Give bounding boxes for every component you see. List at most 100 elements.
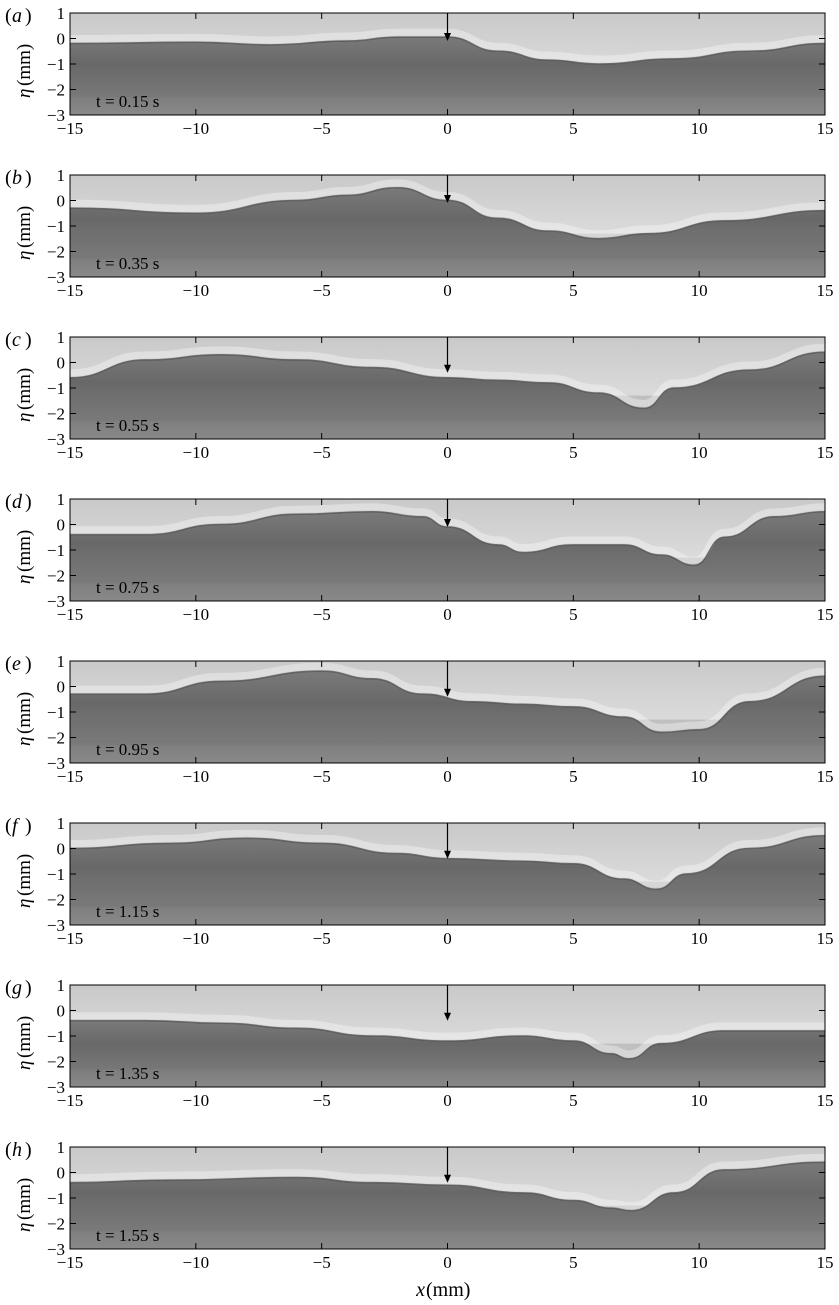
x-tick-label: −15: [57, 605, 84, 624]
image-layer: [70, 337, 825, 439]
liquid-region: [70, 352, 825, 439]
x-tick-label: 0: [443, 929, 452, 948]
y-tick-label: −2: [47, 405, 65, 424]
surface-line: [70, 186, 825, 240]
y-axis-label-unit: (mm): [14, 692, 35, 734]
x-tick-label: −15: [57, 1253, 84, 1272]
dark-band: [70, 557, 825, 584]
time-label: t = 1.15 s: [96, 902, 159, 921]
time-label: t = 1.35 s: [96, 1064, 159, 1083]
dark-band: [70, 71, 825, 98]
panel-letter: f: [12, 815, 20, 837]
surface-line: [70, 670, 825, 734]
x-axis-label-var: x: [415, 1279, 425, 1301]
arrow-head: [444, 1012, 451, 1021]
arrow-head: [444, 519, 451, 528]
panel-letter-open: (: [5, 815, 12, 837]
time-label: t = 0.55 s: [96, 416, 159, 435]
y-tick-label: 0: [57, 354, 66, 373]
image-layer: [70, 499, 825, 601]
y-tick-label: −1: [47, 217, 65, 236]
x-tick-label: 0: [443, 281, 452, 300]
panel-image: [70, 337, 825, 439]
y-tick-label: −1: [47, 865, 65, 884]
x-tick-label: 10: [691, 119, 708, 138]
x-tick-label: 5: [569, 767, 578, 786]
y-tick-label: 1: [57, 652, 66, 671]
y-axis-label-var: η: [14, 1223, 35, 1232]
surface-highlight: [70, 343, 825, 407]
liquid-region: [70, 1162, 825, 1249]
y-tick-label: 0: [57, 516, 66, 535]
arrow-head: [444, 1174, 451, 1183]
liquid-region: [70, 511, 825, 601]
liquid-region: [70, 835, 825, 925]
x-tick-label: 0: [443, 767, 452, 786]
panel-letter: c: [12, 329, 21, 351]
x-tick-label: −5: [313, 767, 331, 786]
y-tick-label: 1: [57, 166, 66, 185]
surface-highlight: [70, 1153, 825, 1210]
surface-line: [70, 1019, 825, 1060]
dark-band: [70, 233, 825, 260]
x-tick-label: 0: [443, 1253, 452, 1272]
x-tick-label: −10: [183, 119, 210, 138]
x-tick-label: 15: [817, 767, 834, 786]
y-tick-label: −1: [47, 379, 65, 398]
arrow-head: [444, 33, 451, 42]
liquid-region: [70, 187, 825, 277]
x-tick-label: −5: [313, 119, 331, 138]
x-tick-label: −10: [183, 929, 210, 948]
time-label: t = 1.55 s: [96, 1226, 159, 1245]
surface-line: [70, 1161, 825, 1212]
x-tick-label: 10: [691, 1253, 708, 1272]
x-tick-label: −5: [313, 929, 331, 948]
surface-line: [70, 510, 825, 567]
surface-highlight: [70, 503, 825, 564]
x-tick-label: 5: [569, 1091, 578, 1110]
y-axis-label-unit: (mm): [14, 44, 35, 86]
panel-letter-open: (: [5, 653, 12, 675]
y-tick-label: −3: [47, 268, 65, 287]
y-axis-label-unit: (mm): [14, 530, 35, 572]
panel-letter-open: (: [5, 329, 12, 351]
y-axis-label-var: η: [14, 251, 35, 260]
y-tick-label: −2: [47, 567, 65, 586]
surface-highlight: [70, 827, 825, 888]
y-tick-label: −3: [47, 1078, 65, 1097]
x-tick-label: 5: [569, 605, 578, 624]
y-tick-label: 1: [57, 328, 66, 347]
panel-image: [70, 499, 825, 601]
panel-letter: g: [12, 977, 22, 999]
x-tick-label: −15: [57, 1091, 84, 1110]
x-tick-label: 0: [443, 443, 452, 462]
panel-letter-close: ): [25, 1139, 32, 1161]
y-tick-label: −1: [47, 1189, 65, 1208]
y-tick-label: −3: [47, 916, 65, 935]
x-tick-label: 10: [691, 605, 708, 624]
surface-line: [70, 834, 825, 891]
dark-band: [70, 719, 825, 746]
y-tick-label: 0: [57, 192, 66, 211]
arrow-head: [444, 364, 451, 373]
y-tick-label: −2: [47, 1053, 65, 1072]
x-tick-label: 10: [691, 1091, 708, 1110]
panel-letter: a: [12, 5, 22, 27]
y-axis-label-unit: (mm): [14, 854, 35, 896]
y-tick-label: 1: [57, 814, 66, 833]
liquid-region: [70, 1020, 825, 1087]
x-axis-label-unit: (mm): [426, 1279, 470, 1301]
y-tick-label: −3: [47, 1240, 65, 1259]
time-label: t = 0.95 s: [96, 740, 159, 759]
y-tick-label: −1: [47, 1027, 65, 1046]
x-tick-label: −15: [57, 929, 84, 948]
